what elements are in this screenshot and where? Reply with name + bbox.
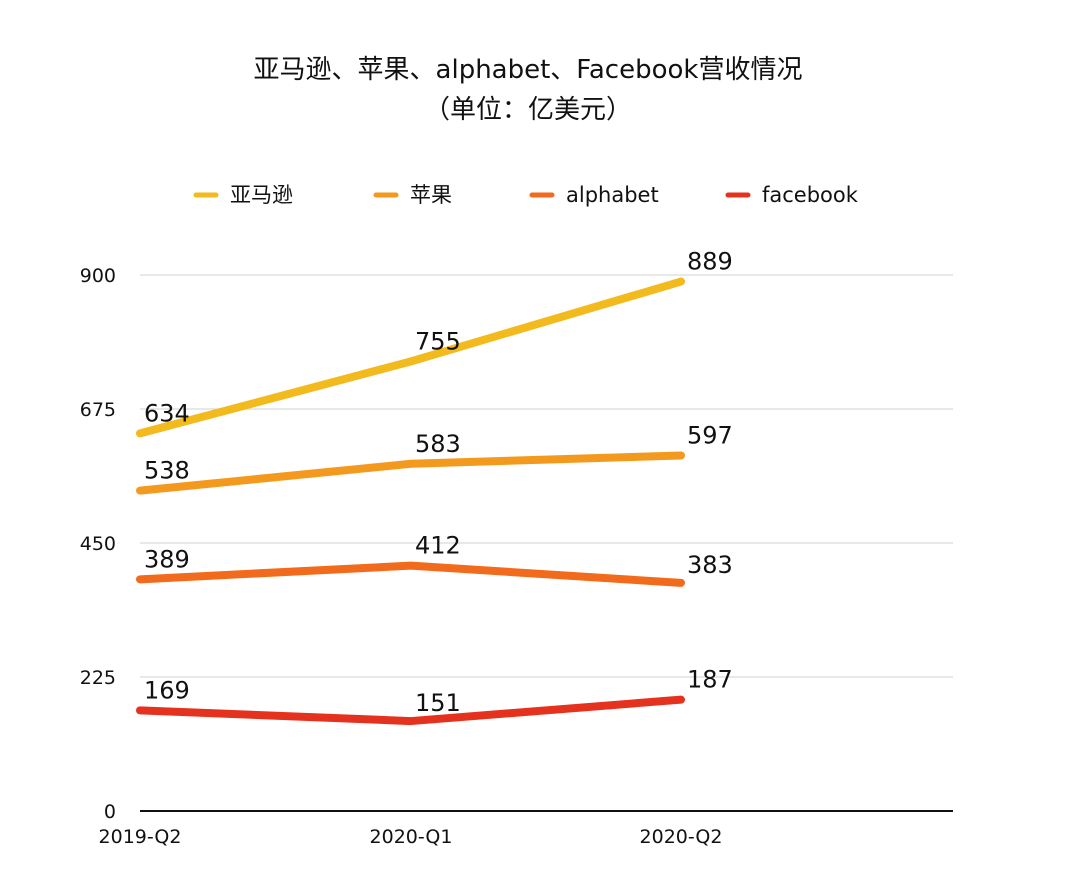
y-tick-label: 900 bbox=[80, 265, 116, 287]
x-tick-label: 2020-Q1 bbox=[370, 826, 453, 848]
x-tick-label: 2019-Q2 bbox=[99, 826, 182, 848]
data-label: 187 bbox=[687, 666, 733, 694]
y-axis-ticks: 0 225 450 675 900 bbox=[80, 265, 116, 823]
data-label: 583 bbox=[415, 430, 461, 458]
x-tick-label: 2020-Q2 bbox=[640, 826, 723, 848]
data-label: 755 bbox=[415, 327, 461, 355]
legend-label: facebook bbox=[762, 183, 859, 207]
data-label: 389 bbox=[144, 545, 190, 573]
data-label: 889 bbox=[687, 248, 733, 276]
series-group bbox=[136, 277, 685, 726]
legend: 亚马逊 苹果 alphabet facebook bbox=[193, 183, 859, 207]
chart-title-line2: （单位：亿美元） bbox=[424, 95, 632, 125]
series-line bbox=[136, 277, 685, 438]
data-label: 169 bbox=[144, 676, 190, 704]
data-label: 538 bbox=[144, 457, 190, 485]
legend-label: 亚马逊 bbox=[230, 183, 293, 207]
legend-label: 苹果 bbox=[410, 183, 452, 207]
data-label: 634 bbox=[144, 399, 190, 427]
series-line bbox=[136, 561, 685, 587]
grid-lines bbox=[140, 274, 953, 678]
y-tick-label: 450 bbox=[80, 533, 116, 555]
data-label: 383 bbox=[687, 551, 733, 579]
chart-title-line1: 亚马逊、苹果、alphabet、Facebook营收情况 bbox=[254, 55, 803, 85]
data-label: 412 bbox=[415, 532, 461, 560]
series-line bbox=[136, 695, 685, 726]
data-labels: 634 755 889 538 583 597 389 412 383 169 151 187 bbox=[144, 248, 733, 718]
legend-label: alphabet bbox=[566, 183, 659, 207]
y-tick-label: 225 bbox=[80, 667, 116, 689]
data-label: 597 bbox=[687, 421, 733, 449]
data-label: 151 bbox=[415, 689, 461, 717]
x-axis-ticks: 2019-Q2 2020-Q1 2020-Q2 bbox=[99, 826, 723, 848]
series-line bbox=[136, 451, 685, 495]
y-tick-label: 675 bbox=[80, 399, 116, 421]
y-tick-label: 0 bbox=[104, 801, 116, 823]
